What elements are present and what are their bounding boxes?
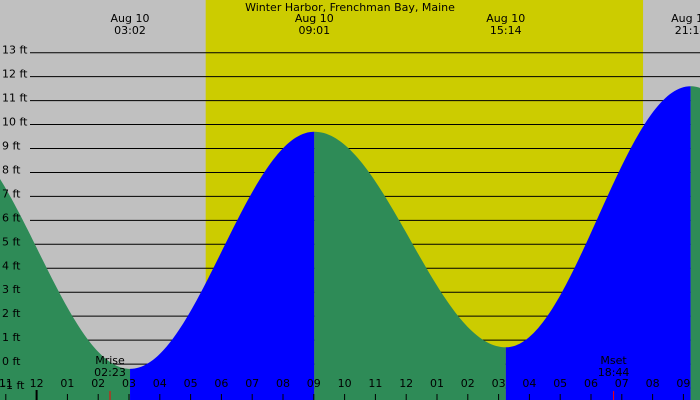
y-tick-label: 1 ft [2,331,21,344]
x-tick-label: 09 [676,377,690,390]
falling-tide [690,86,700,400]
y-tick-label: 2 ft [2,307,21,320]
extreme-time: 03:02 [114,24,146,37]
x-tick-label: 01 [430,377,444,390]
extreme-time: 09:01 [298,24,330,37]
extreme-date: Aug 10 [295,12,334,25]
extreme-date: Aug 10 [111,12,150,25]
x-tick-label: 02 [91,377,105,390]
x-tick-label: 05 [553,377,567,390]
y-tick-label: 3 ft [2,283,21,296]
y-tick-label: 8 ft [2,163,21,176]
y-tick-label: 9 ft [2,140,21,153]
y-tick-label: 11 ft [2,92,28,105]
x-tick-label: 01 [60,377,74,390]
y-tick-label: 13 ft [2,44,28,57]
x-tick-label: 11 [0,377,13,390]
moon-time: 18:44 [598,366,630,379]
x-tick-label: 08 [276,377,290,390]
moon-label: Mset [600,354,627,367]
rising-tide [505,86,691,400]
x-tick-label: 02 [461,377,475,390]
x-tick-label: 07 [245,377,259,390]
y-tick-label: -1 ft [2,379,25,392]
falling-tide [0,178,131,400]
x-tick-label: 10 [338,377,352,390]
extreme-date: Aug 10 [486,12,525,25]
y-tick-label: 6 ft [2,211,21,224]
x-tick-label: 11 [368,377,382,390]
x-tick-label: 12 [399,377,413,390]
moon-label: Mrise [95,354,125,367]
y-tick-label: 0 ft [2,355,21,368]
moon-time: 02:23 [94,366,126,379]
extreme-date: Aug 10 [671,12,700,25]
y-tick-label: 7 ft [2,187,21,200]
x-tick-label: 06 [584,377,598,390]
x-tick-label: 07 [615,377,629,390]
extreme-time: 15:14 [490,24,522,37]
chart-title: Winter Harbor, Frenchman Bay, Maine [245,1,455,14]
x-tick-label: 04 [153,377,167,390]
rising-tide [130,131,315,400]
y-tick-label: 4 ft [2,259,21,272]
falling-tide [314,131,506,400]
x-tick-label: 08 [646,377,660,390]
extreme-time: 21:14 [675,24,700,37]
x-tick-label: 09 [307,377,321,390]
x-tick-label: 03 [492,377,506,390]
x-tick-label: 03 [122,377,136,390]
y-tick-label: 10 ft [2,116,28,129]
tide-layer [0,86,700,400]
y-tick-label: 5 ft [2,235,21,248]
x-tick-label: 04 [522,377,536,390]
x-tick-label: 05 [184,377,198,390]
y-tick-label: 12 ft [2,68,28,81]
x-tick-label: 06 [214,377,228,390]
x-tick-label: 12 [30,377,44,390]
